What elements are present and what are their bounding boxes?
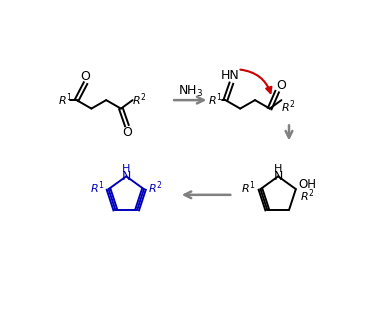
Text: N: N [273, 170, 283, 183]
Text: O: O [81, 70, 90, 83]
FancyArrowPatch shape [240, 70, 271, 93]
Text: $R^1$: $R^1$ [241, 179, 256, 196]
Text: HN: HN [221, 69, 240, 82]
Text: $R^1$: $R^1$ [58, 92, 73, 108]
Text: H: H [122, 164, 130, 174]
Text: O: O [276, 79, 286, 92]
Text: NH$_3$: NH$_3$ [178, 84, 203, 99]
Text: $R^1$: $R^1$ [208, 92, 223, 108]
Text: O: O [122, 126, 132, 139]
Text: $R^2$: $R^2$ [300, 187, 315, 204]
Text: H: H [274, 164, 282, 174]
Text: $R^2$: $R^2$ [281, 98, 296, 115]
Text: $R^1$: $R^1$ [90, 179, 104, 196]
Text: N: N [122, 170, 131, 183]
Text: $R^2$: $R^2$ [148, 179, 163, 196]
Text: OH: OH [298, 178, 316, 191]
Text: $R^2$: $R^2$ [132, 92, 147, 108]
